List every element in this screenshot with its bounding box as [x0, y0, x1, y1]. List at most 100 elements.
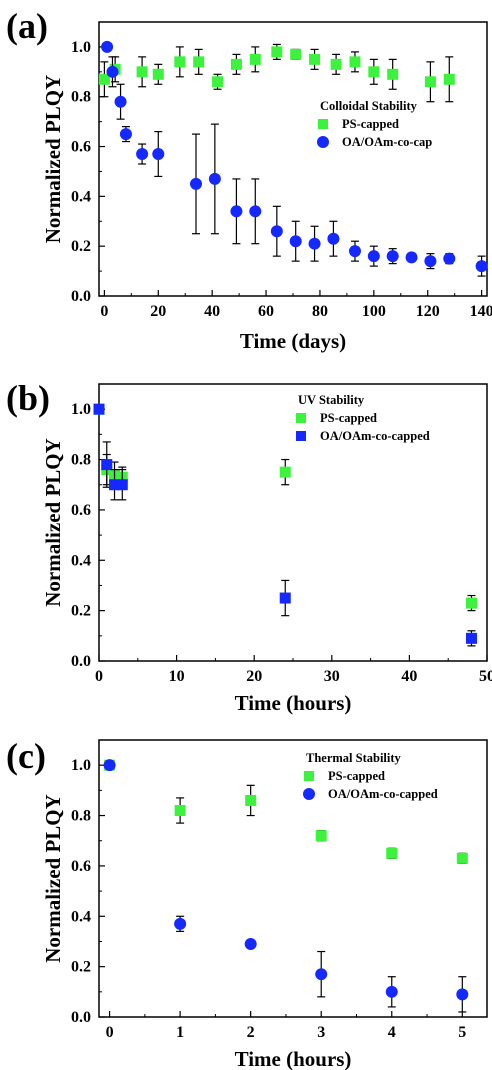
series-oa-oam-co-cap: [101, 40, 488, 277]
x-tick-label: 60: [258, 303, 274, 320]
data-point: [424, 76, 436, 88]
y-tick-label: 0.8: [71, 808, 91, 825]
legend-label: PS-capped: [342, 117, 399, 131]
data-point: [387, 68, 399, 80]
data-point: [475, 260, 488, 273]
x-tick-label: 50: [479, 668, 492, 685]
legend: UV Stability PS-capped OA/OAm-co-capped: [296, 393, 430, 443]
data-point: [245, 794, 257, 806]
x-tick-label: 10: [169, 668, 185, 685]
series-ps-capped: [98, 43, 455, 103]
series-oa-oam-co-capped: [103, 759, 469, 1013]
legend-label: PS-capped: [328, 769, 385, 783]
x-tick-label: 5: [458, 1024, 466, 1041]
y-tick-label: 1.0: [71, 39, 91, 56]
y-tick-label: 1.0: [71, 757, 91, 774]
x-axis-title: Time (hours): [235, 691, 352, 715]
data-point: [330, 58, 342, 70]
legend-marker: [296, 431, 306, 441]
data-point: [348, 245, 361, 258]
x-tick-label: 3: [317, 1024, 325, 1041]
legend-title: Colloidal Stability: [320, 99, 418, 113]
data-point: [249, 205, 262, 218]
data-point: [424, 255, 437, 268]
data-point: [190, 177, 202, 190]
data-point: [98, 73, 110, 85]
y-tick-label: 0.2: [71, 238, 91, 255]
y-tick-label: 0.4: [71, 552, 91, 569]
x-tick-label: 2: [247, 1024, 255, 1041]
legend-label: PS-capped: [320, 411, 377, 425]
data-point: [270, 225, 283, 238]
data-point: [152, 148, 165, 161]
plot-frame: [98, 383, 488, 662]
data-point: [106, 65, 119, 78]
x-tick-label: 0: [100, 303, 108, 320]
y-tick-label: 0.2: [71, 959, 91, 976]
legend-label: OA/OAm-co-cap: [342, 135, 432, 149]
data-point: [386, 250, 399, 263]
x-tick-label: 0: [106, 1024, 114, 1041]
x-tick-label: 1: [176, 1024, 184, 1041]
data-point: [405, 251, 418, 264]
x-tick-label: 20: [246, 668, 262, 685]
data-point: [174, 917, 187, 930]
data-point: [136, 148, 149, 161]
panel-c: (c) 0 1 2 3 4 5 0.0 0.2 0.4 0.6 0.8 1.0 Time (hours) N…: [6, 736, 488, 1070]
y-tick-label: 0.6: [71, 858, 91, 875]
legend-marker: [304, 771, 314, 781]
legend-marker: [303, 788, 315, 800]
y-tick-label: 0.0: [71, 653, 91, 670]
data-point: [465, 632, 477, 644]
data-point: [349, 56, 361, 68]
x-tick-label: 140: [470, 303, 492, 320]
data-point: [309, 53, 321, 65]
y-tick-label: 0.4: [71, 908, 91, 925]
y-tick-label: 0.6: [71, 502, 91, 519]
data-point: [103, 759, 116, 772]
y-tick-label: 0.8: [71, 89, 91, 106]
panel-letter: (c): [6, 736, 46, 776]
data-point: [101, 40, 114, 53]
data-point: [212, 76, 224, 88]
panel-letter: (b): [6, 378, 50, 418]
x-tick-label: 30: [324, 668, 340, 685]
data-point: [208, 172, 221, 185]
data-point: [443, 252, 456, 265]
data-point: [289, 235, 302, 248]
x-axis-title: Time (days): [240, 329, 346, 353]
data-point: [249, 53, 261, 65]
y-tick-label: 0.4: [71, 188, 91, 205]
legend-label: OA/OAm-co-capped: [328, 787, 438, 801]
y-tick-label: 1.0: [71, 401, 91, 418]
series-oa-oam-co-capped: [93, 403, 477, 647]
data-point: [308, 237, 321, 250]
data-point: [230, 58, 242, 70]
data-point: [456, 852, 468, 864]
legend-title: Thermal Stability: [306, 751, 402, 765]
legend-marker: [296, 413, 306, 423]
data-point: [385, 985, 398, 998]
legend-title: UV Stability: [298, 393, 365, 407]
y-tick-label: 0.8: [71, 452, 91, 469]
data-point: [290, 48, 302, 60]
x-tick-label: 4: [388, 1024, 396, 1041]
legend-marker: [318, 119, 328, 129]
data-point: [367, 250, 380, 263]
panel-a: (a) 0 20 40 60 80 100 120 140 0.0 0.2 0.4 0.6 0.8 1.0 T…: [6, 6, 492, 353]
data-point: [193, 56, 205, 68]
data-point: [244, 937, 257, 950]
data-point: [230, 205, 243, 218]
data-point: [279, 592, 291, 604]
data-point: [465, 597, 477, 609]
data-point: [116, 479, 128, 491]
x-tick-label: 0: [95, 668, 103, 685]
legend-label: OA/OAm-co-capped: [320, 429, 430, 443]
legend: Colloidal Stability PS-capped OA/OAm-co-ca…: [317, 99, 432, 149]
x-axis-title: Time (hours): [235, 1047, 352, 1070]
panel-b: (b) 0 10 20 30 40 50 0.0 0.2 0.4 0.6 0.8 1.0 Time (ho…: [6, 378, 492, 715]
y-tick-label: 0.0: [71, 1009, 91, 1026]
data-point: [93, 403, 105, 415]
y-tick-label: 0.6: [71, 139, 91, 156]
